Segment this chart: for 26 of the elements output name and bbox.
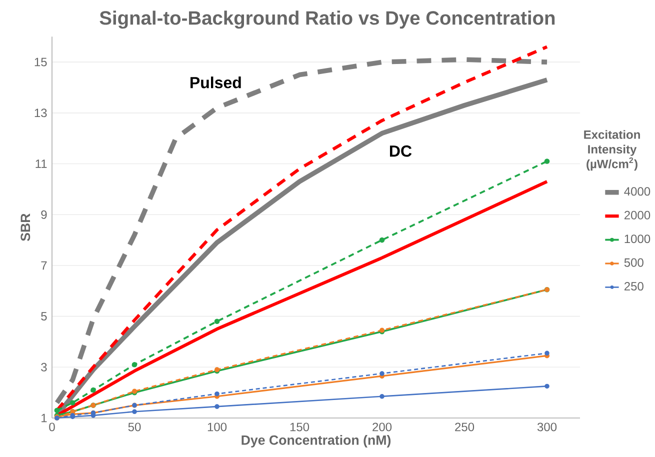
y-tick-label: 3 — [41, 362, 47, 372]
y-tick-label: 5 — [41, 312, 47, 321]
x-tick-label: 200 — [372, 422, 392, 432]
x-axis-title: Dye Concentration (nM) — [242, 435, 391, 448]
x-tick-label: 250 — [455, 422, 474, 432]
x-tick-label: 100 — [208, 422, 227, 432]
legend-title: Excitation Intensity (µW/cm$^{2}$) — [584, 130, 640, 171]
annotation: Pulsed — [190, 76, 241, 88]
chart-title: Signal-to-Background Ratio vs Dye Concentration — [100, 10, 555, 29]
x-tick-label: 50 — [128, 422, 141, 432]
legend-label: 2000 — [624, 210, 650, 220]
y-axis-title: SBR — [20, 214, 30, 242]
x-tick-label: 150 — [290, 422, 310, 432]
legend-label: 250 — [624, 282, 644, 291]
y-tick-label: 1 — [42, 414, 47, 422]
y-tick-label: 13 — [34, 108, 47, 118]
y-tick-label: 11 — [36, 160, 47, 168]
x-tick-label: 300 — [537, 422, 557, 432]
x-tick-label: 0 — [49, 422, 55, 432]
legend-label: 4000 — [624, 187, 650, 196]
legend-label: 500 — [624, 258, 644, 267]
legend-label: 1000 — [624, 234, 650, 244]
y-tick-label: 7 — [41, 261, 47, 270]
annotation: DC — [390, 145, 412, 157]
y-tick-label: 15 — [34, 58, 47, 66]
y-tick-label: 9 — [41, 210, 47, 219]
